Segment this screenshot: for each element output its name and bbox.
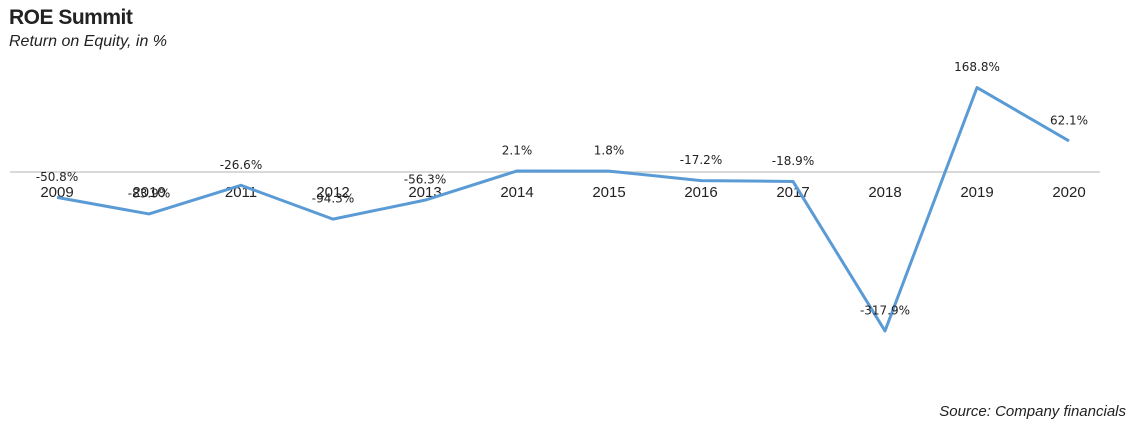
data-label: -26.6% bbox=[220, 158, 262, 172]
data-label: 2.1% bbox=[502, 143, 533, 157]
data-label: 1.8% bbox=[594, 144, 625, 158]
data-label: 62.1% bbox=[1050, 113, 1088, 127]
x-tick-label: 2016 bbox=[684, 184, 717, 201]
data-label: -83.9% bbox=[128, 186, 170, 200]
x-tick-label: 2015 bbox=[592, 184, 625, 201]
data-label: -50.8% bbox=[36, 170, 78, 184]
x-tick-label: 2018 bbox=[868, 184, 901, 201]
data-label: -56.3% bbox=[404, 173, 446, 187]
x-tick-label: 2019 bbox=[960, 184, 993, 201]
x-tick-label: 2014 bbox=[500, 184, 533, 201]
data-label: -17.2% bbox=[680, 153, 722, 167]
data-line bbox=[56, 86, 1070, 333]
chart-title: ROE Summit bbox=[9, 6, 133, 29]
x-tick-label: 2020 bbox=[1052, 184, 1085, 201]
x-tick-label: 2009 bbox=[40, 184, 73, 201]
x-tick-label: 2012 bbox=[316, 184, 349, 201]
data-label: -94.3% bbox=[312, 192, 354, 206]
source-note: Source: Company financials bbox=[939, 403, 1126, 420]
chart-subtitle: Return on Equity, in % bbox=[9, 33, 167, 50]
data-label: 168.8% bbox=[954, 60, 1000, 74]
data-label: -18.9% bbox=[772, 154, 814, 168]
data-label: -317.9% bbox=[860, 303, 910, 317]
x-tick-label: 2010 bbox=[132, 184, 165, 201]
